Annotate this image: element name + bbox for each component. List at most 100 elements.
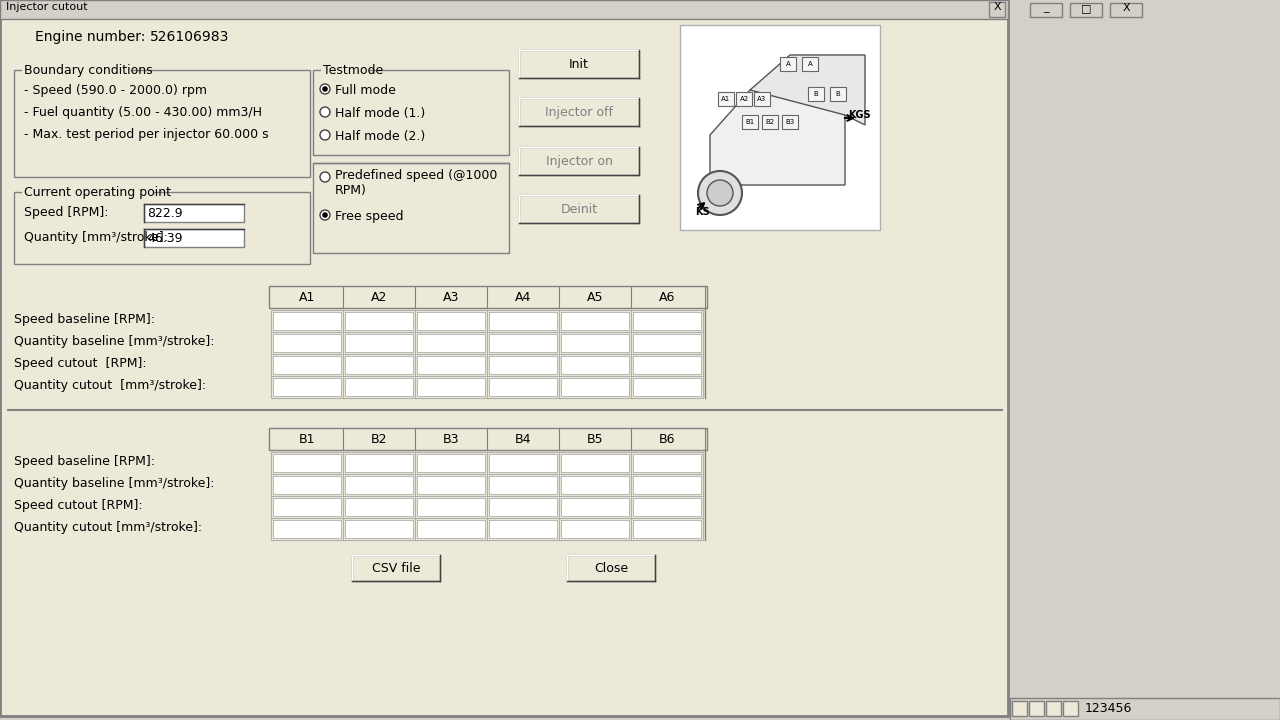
Bar [273,378,340,396]
Bar [634,454,701,472]
Bar [346,356,413,374]
Bar [634,356,701,374]
Bar [680,25,881,230]
Bar [352,555,440,581]
Text: A2: A2 [371,290,387,304]
Bar [489,520,557,538]
Text: CSV file: CSV file [371,562,420,575]
Circle shape [320,107,330,117]
Bar [417,476,485,494]
Bar [762,115,778,129]
Bar [415,376,486,398]
Text: _: _ [1043,3,1048,13]
Bar [631,354,703,376]
Text: Quantity cutout  [mm³/stroke]:: Quantity cutout [mm³/stroke]: [14,379,206,392]
Bar [343,354,415,376]
Bar [346,378,413,396]
Text: Injector on: Injector on [545,155,612,168]
Polygon shape [710,90,845,185]
Text: A2: A2 [740,96,749,102]
Bar [346,454,413,472]
Bar [0,0,1009,19]
Bar [631,332,703,354]
Bar [631,310,703,332]
Text: Full mode: Full mode [335,84,396,97]
Bar [273,312,340,330]
Text: Speed baseline [RPM]:: Speed baseline [RPM]: [14,455,155,468]
Bar [559,452,631,474]
Bar [271,518,343,540]
Bar [415,518,486,540]
Text: B6: B6 [659,433,676,446]
Text: Quantity [mm³/stroke]:: Quantity [mm³/stroke]: [24,231,168,244]
Bar [631,376,703,398]
Bar [417,520,485,538]
Text: - Max. test period per injector 60.000 s: - Max. test period per injector 60.000 s [24,128,269,141]
Bar [489,454,557,472]
Bar [486,354,559,376]
Text: A: A [786,61,790,67]
Bar [559,310,631,332]
Bar [314,70,509,155]
Bar [14,70,310,177]
Text: Speed cutout [RPM]:: Speed cutout [RPM]: [14,499,142,512]
Bar [22,186,152,196]
Bar [631,518,703,540]
Text: A6: A6 [659,290,675,304]
Bar [415,332,486,354]
Text: B3: B3 [443,433,460,446]
Bar [343,496,415,518]
Bar [518,98,639,126]
Bar [346,312,413,330]
Bar [273,356,340,374]
Bar [0,0,1009,716]
Bar [271,496,343,518]
Bar [273,454,340,472]
Bar [561,334,628,352]
Text: B: B [814,91,818,97]
Text: Predefined speed (@1000
RPM): Predefined speed (@1000 RPM) [335,169,498,197]
Bar [736,92,753,106]
Bar [343,518,415,540]
Bar [314,163,509,253]
Circle shape [698,171,742,215]
Bar [143,229,244,247]
Circle shape [320,130,330,140]
Bar [271,376,343,398]
Text: A1: A1 [298,290,315,304]
Bar [486,310,559,332]
Bar [631,496,703,518]
Text: A1: A1 [722,96,731,102]
Bar [417,454,485,472]
Bar [518,50,639,78]
Bar [782,115,797,129]
Bar [561,356,628,374]
Bar [742,115,758,129]
Bar [273,476,340,494]
Bar [631,474,703,496]
Text: KS: KS [695,207,709,217]
Text: B4: B4 [515,433,531,446]
Bar [559,474,631,496]
Bar [1029,701,1044,716]
Text: 822.9: 822.9 [147,207,183,220]
Bar [780,57,796,71]
Bar [1012,701,1027,716]
Text: Injector cutout: Injector cutout [6,2,87,12]
Bar [346,498,413,516]
Bar [489,476,557,494]
Bar [989,2,1005,17]
Bar [561,520,628,538]
Bar [415,496,486,518]
Bar [346,334,413,352]
Text: Free speed: Free speed [335,210,403,223]
Circle shape [323,86,328,92]
Bar [273,520,340,538]
Text: A: A [808,61,813,67]
Text: B1: B1 [298,433,315,446]
Bar [1010,698,1280,720]
Text: Close: Close [594,562,628,575]
Bar [1062,701,1078,716]
Bar [803,57,818,71]
Text: Injector off: Injector off [545,106,613,119]
